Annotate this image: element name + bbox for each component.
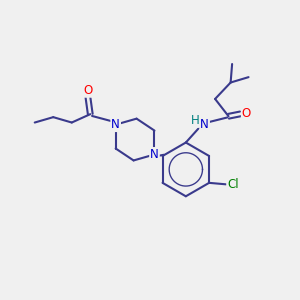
Text: Cl: Cl xyxy=(227,178,239,191)
Text: N: N xyxy=(200,118,209,131)
Text: O: O xyxy=(83,84,92,97)
Text: N: N xyxy=(111,118,120,131)
Text: O: O xyxy=(242,107,251,120)
Text: H: H xyxy=(190,114,199,127)
Text: N: N xyxy=(150,148,159,161)
